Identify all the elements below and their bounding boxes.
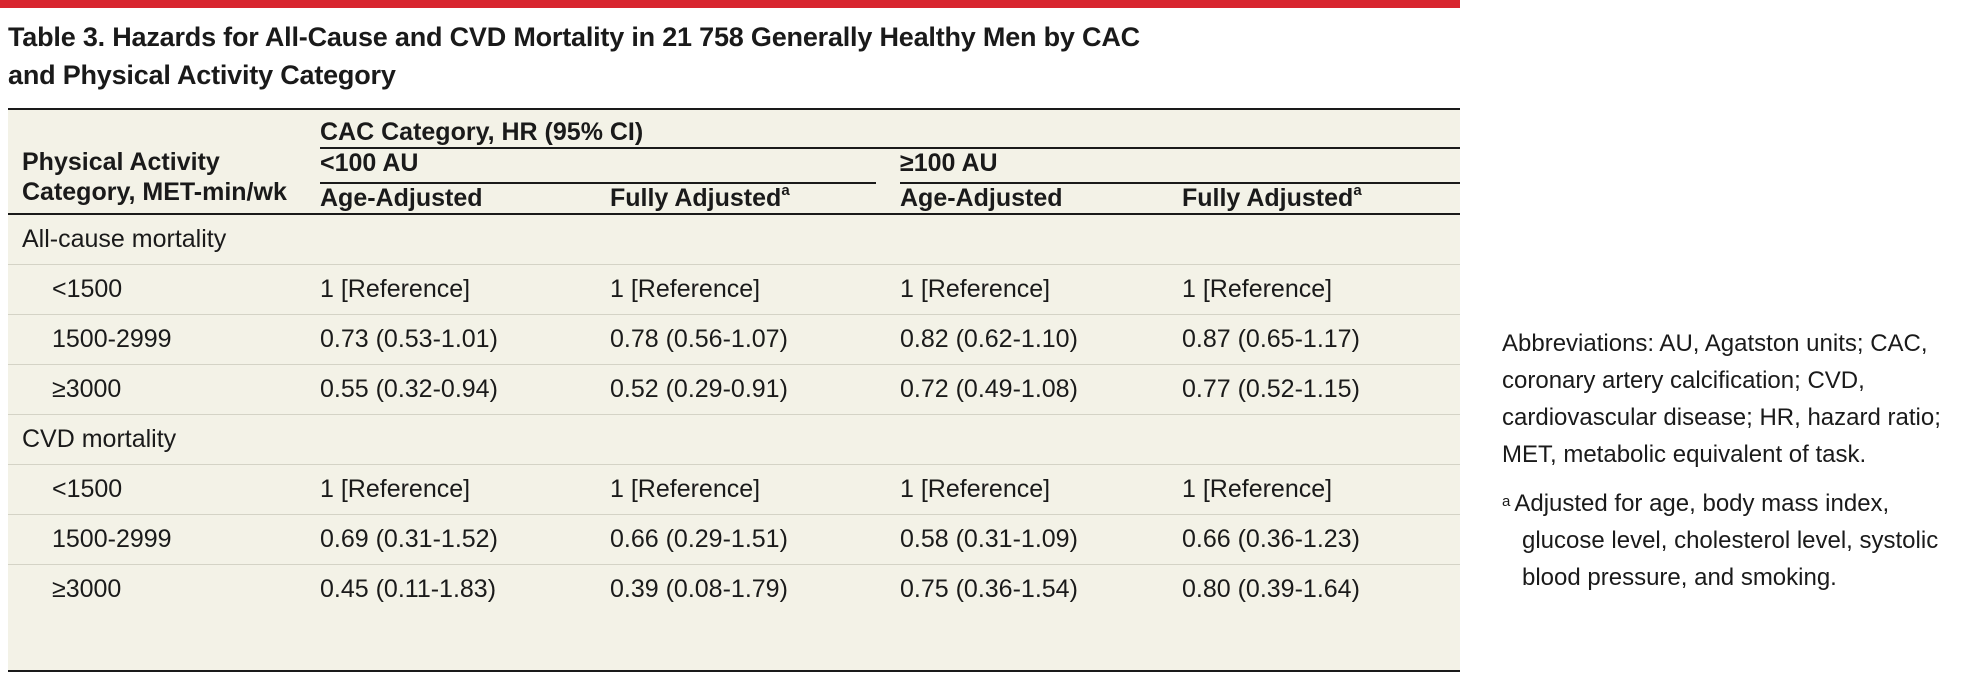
- top-accent-rule: [0, 0, 1460, 8]
- table-row: 1500-2999 0.69 (0.31-1.52) 0.66 (0.29-1.…: [8, 514, 1461, 565]
- table-cell: 1 [Reference]: [610, 264, 900, 315]
- col-header-label: Fully Adjusted: [610, 184, 782, 212]
- table-cell: 0.39 (0.08-1.79): [610, 575, 788, 603]
- table-cell: 0.73 (0.53-1.01): [320, 314, 610, 365]
- table-cell: 0.58 (0.31-1.09): [900, 514, 1182, 565]
- section-row-all-cause: All-cause mortality: [8, 214, 1461, 265]
- table-cell: 0.77 (0.52-1.15): [1182, 364, 1461, 415]
- table-cell: 0.66 (0.36-1.23): [1182, 514, 1461, 565]
- cac-spanner-header: CAC Category, HR (95% CI): [320, 110, 1461, 149]
- group-header-low-label: <100 AU: [320, 149, 876, 184]
- table-cell: 1 [Reference]: [900, 464, 1182, 515]
- table-cell: 0.45 (0.11-1.83): [320, 575, 497, 603]
- col-header-age-adjusted-high: Age-Adjusted: [900, 184, 1182, 215]
- table-cell: 0.87 (0.65-1.17): [1182, 314, 1461, 365]
- row-category: <1500: [8, 464, 320, 515]
- table-row: ≥3000 0.45 (0.11-1.83) 0.39 (0.08-1.79) …: [8, 565, 1460, 615]
- table-cell: 1 [Reference]: [1182, 464, 1461, 515]
- table-cell: 0.52 (0.29-0.91): [610, 364, 900, 415]
- table-cell: 0.75 (0.36-1.54): [900, 575, 1078, 603]
- section-label: CVD mortality: [8, 414, 1461, 465]
- row-category: ≥3000: [52, 575, 122, 603]
- table-title-line2: and Physical Activity Category: [8, 60, 396, 90]
- group-header-high-label: ≥100 AU: [900, 149, 1461, 184]
- table-row: <1500 1 [Reference] 1 [Reference] 1 [Ref…: [8, 264, 1461, 315]
- col-header-label: Fully Adjusted: [1182, 184, 1354, 212]
- hazards-table-container: Physical Activity Category, MET-min/wk C…: [8, 108, 1461, 672]
- col-header-label: Age-Adjusted: [320, 184, 483, 212]
- row-category: ≥3000: [8, 364, 320, 415]
- table-cell: 1 [Reference]: [1182, 264, 1461, 315]
- group-header-low: <100 AU: [320, 148, 900, 184]
- col-header-fully-adjusted-low: Fully Adjusteda: [610, 182, 900, 215]
- col-header-label: Age-Adjusted: [900, 184, 1063, 212]
- table-row: ≥3000 0.55 (0.32-0.94) 0.52 (0.29-0.91) …: [8, 364, 1461, 415]
- group-header-high: ≥100 AU: [900, 148, 1461, 184]
- col-header-age-adjusted-low: Age-Adjusted: [320, 184, 610, 215]
- footnote-mark: a: [1502, 493, 1511, 510]
- section-row-cvd: CVD mortality: [8, 414, 1461, 465]
- table-row: 1500-2999 0.73 (0.53-1.01) 0.78 (0.56-1.…: [8, 314, 1461, 365]
- table-cell: 0.55 (0.32-0.94): [320, 364, 610, 415]
- footnote-text: Adjusted for age, body mass index, gluco…: [1514, 490, 1939, 591]
- table-title: Table 3. Hazards for All-Cause and CVD M…: [8, 18, 1448, 94]
- footnote-mark: a: [781, 182, 790, 199]
- table-cell: 1 [Reference]: [320, 264, 610, 315]
- table-title-line1: Table 3. Hazards for All-Cause and CVD M…: [8, 22, 1140, 52]
- table-cell: 1 [Reference]: [610, 464, 900, 515]
- table-notes: Abbreviations: AU, Agatston units; CAC, …: [1502, 325, 1957, 596]
- table-row: <1500 1 [Reference] 1 [Reference] 1 [Ref…: [8, 464, 1461, 515]
- footnote-mark: a: [1353, 182, 1362, 199]
- row-header-line2: Category, MET-min/wk: [22, 178, 287, 206]
- table-cell: 0.72 (0.49-1.08): [900, 364, 1182, 415]
- table-cell: 0.69 (0.31-1.52): [320, 514, 610, 565]
- row-header-line1: Physical Activity: [22, 148, 220, 176]
- row-category: <1500: [8, 264, 320, 315]
- footnote-a: a Adjusted for age, body mass index, gluc…: [1502, 485, 1957, 596]
- table-cell: 1 [Reference]: [320, 464, 610, 515]
- table-cell: 0.78 (0.56-1.07): [610, 314, 900, 365]
- abbreviations-note: Abbreviations: AU, Agatston units; CAC, …: [1502, 330, 1941, 468]
- table-cell: 0.66 (0.29-1.51): [610, 514, 900, 565]
- col-header-fully-adjusted-high: Fully Adjusteda: [1182, 182, 1461, 215]
- section-label: All-cause mortality: [8, 214, 1461, 265]
- hazards-table: Physical Activity Category, MET-min/wk C…: [8, 110, 1461, 615]
- row-header-cell: Physical Activity Category, MET-min/wk: [8, 110, 320, 215]
- row-category: 1500-2999: [8, 514, 320, 565]
- table-cell: 1 [Reference]: [900, 264, 1182, 315]
- row-category: 1500-2999: [8, 314, 320, 365]
- table-cell: 0.82 (0.62-1.10): [900, 314, 1182, 365]
- table-cell: 0.80 (0.39-1.64): [1182, 575, 1360, 603]
